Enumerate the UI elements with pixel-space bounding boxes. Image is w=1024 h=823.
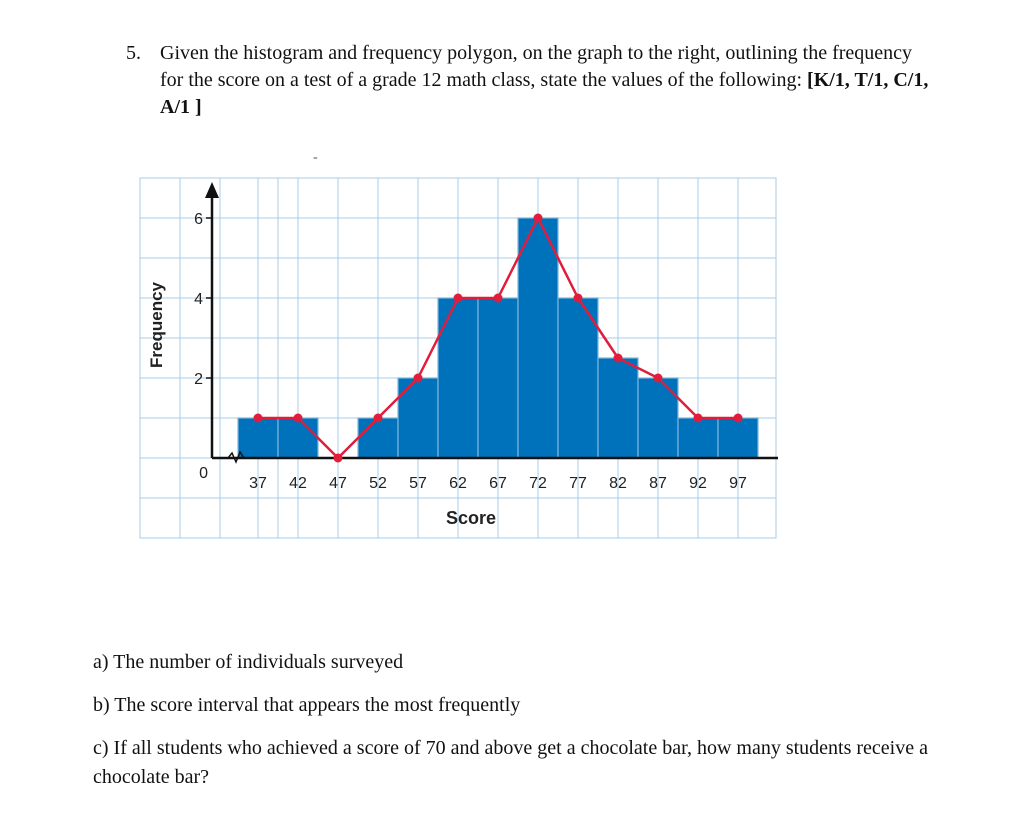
x-tick-label: 57 [409, 475, 427, 492]
x-tick-label: 82 [609, 475, 627, 492]
polygon-point [253, 413, 263, 423]
polygon-point [533, 213, 543, 223]
x-tick-label: 47 [329, 475, 347, 492]
histogram-bar [397, 377, 439, 459]
polygon-point [653, 373, 663, 383]
histogram-bar [477, 297, 519, 459]
polygon-point [613, 353, 623, 363]
x-tick-label: 72 [529, 475, 547, 492]
question-number: 5. [126, 42, 141, 64]
polygon-point [573, 293, 583, 303]
x-tick-label: 37 [249, 475, 267, 492]
part-c: c) If all students who achieved a score … [93, 737, 928, 788]
histogram-bar [277, 417, 319, 459]
y-tick-label: 4 [194, 291, 203, 308]
polygon-point [493, 293, 503, 303]
stray-mark: - [313, 150, 318, 165]
question-text-wrap: Given the histogram and frequency polygo… [160, 40, 930, 121]
polygon-point [453, 293, 463, 303]
x-tick-label: 87 [649, 475, 667, 492]
polygon-point [333, 453, 343, 463]
histogram-bar [597, 357, 639, 459]
polygon-point [693, 413, 703, 423]
y-tick-label: 2 [194, 371, 203, 388]
polygon-point [293, 413, 303, 423]
part-a: a) The number of individuals surveyed [93, 651, 404, 673]
x-axis-title: Score [446, 508, 496, 528]
question-text: Given the histogram and frequency polygo… [160, 42, 913, 91]
question-marks: [K/1, T/1, C/1, A/1 ] [160, 69, 929, 118]
y-axis-title: Frequency [147, 281, 166, 368]
polygon-point [413, 373, 423, 383]
y-tick-label: 6 [194, 211, 203, 228]
polygon-point [733, 413, 743, 423]
histogram-bar [717, 417, 759, 459]
histogram-bar [437, 297, 479, 459]
part-b: b) The score interval that appears the m… [93, 694, 521, 716]
histogram-bar [517, 217, 559, 459]
x-tick-label: 62 [449, 475, 467, 492]
axis-break [227, 450, 245, 464]
polygon-point [373, 413, 383, 423]
histogram-bar [637, 377, 679, 459]
x-tick-label: 97 [729, 475, 747, 492]
x-tick-label: 42 [289, 475, 307, 492]
x-tick-label: 67 [489, 475, 507, 492]
histogram-bar [237, 417, 279, 459]
histogram-bar [357, 417, 399, 459]
histogram-bar [557, 297, 599, 459]
x-tick-label: 92 [689, 475, 707, 492]
x-tick-label: 77 [569, 475, 587, 492]
origin-label: 0 [199, 465, 208, 482]
y-axis-arrow [205, 182, 219, 198]
histogram-bar [677, 417, 719, 459]
x-tick-label: 52 [369, 475, 387, 492]
